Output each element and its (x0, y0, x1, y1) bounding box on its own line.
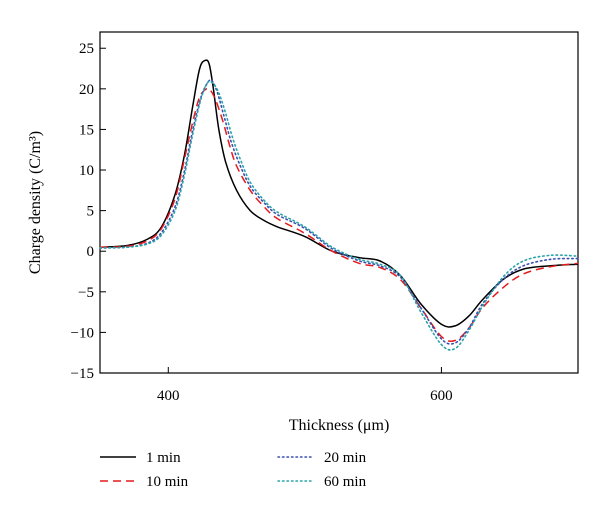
legend-label: 10 min (146, 474, 189, 490)
series-line-1-min (99, 59, 579, 328)
y-tick-label: 25 (79, 41, 94, 57)
x-tick-label: 600 (430, 388, 453, 404)
series-line-60-min (99, 80, 579, 351)
y-tick-label: −10 (71, 325, 94, 341)
y-tick-label: 15 (79, 122, 94, 138)
y-tick-label: −15 (71, 366, 94, 382)
x-tick-label: 400 (157, 388, 180, 404)
series-lines (99, 59, 579, 351)
legend-label: 1 min (146, 450, 181, 466)
plot-area-border (99, 31, 579, 374)
series-line-20-min (99, 78, 579, 345)
legend: 1 min 10 min 20 min 60 min (100, 450, 367, 490)
y-tick-label: 0 (87, 244, 95, 260)
y-tick-label: −5 (78, 285, 94, 301)
y-axis-ticks: −15 −10 −5 0 5 10 15 20 25 (71, 41, 106, 382)
x-axis-ticks: 400 600 (157, 367, 453, 404)
x-axis-title: Thickness (μm) (289, 417, 390, 434)
y-tick-label: 5 (87, 204, 95, 220)
legend-label: 60 min (324, 474, 367, 490)
plot-frame (99, 31, 579, 374)
y-tick-label: 10 (79, 163, 94, 179)
legend-label: 20 min (324, 450, 367, 466)
y-axis-title: Charge density (C/m³) (27, 131, 44, 274)
y-tick-label: 20 (79, 82, 94, 98)
